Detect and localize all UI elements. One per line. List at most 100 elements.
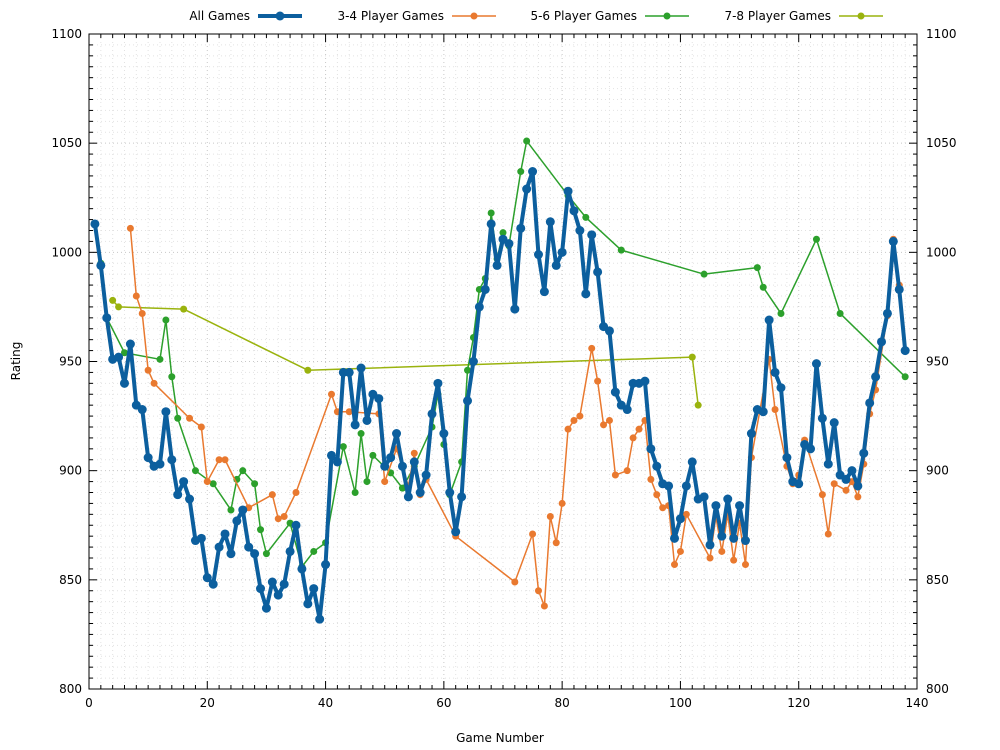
data-point xyxy=(528,167,538,177)
x-tick-label: 60 xyxy=(436,696,451,710)
data-point xyxy=(381,478,389,486)
series-group xyxy=(90,137,910,624)
data-point xyxy=(261,603,271,613)
data-point xyxy=(238,505,248,515)
data-point xyxy=(687,457,697,467)
data-point xyxy=(227,506,235,514)
data-point xyxy=(776,383,786,393)
data-point xyxy=(125,339,135,349)
data-point xyxy=(244,542,254,552)
x-axis-title: Game Number xyxy=(456,731,544,745)
data-point xyxy=(859,448,869,458)
data-point xyxy=(759,283,767,291)
data-point xyxy=(102,313,112,323)
legend-label: All Games xyxy=(189,9,250,23)
legend-item: 7-8 Player Games xyxy=(724,9,883,23)
y-tick-label-left: 850 xyxy=(59,573,82,587)
data-point xyxy=(576,412,584,420)
y-tick-label-right: 850 xyxy=(926,573,949,587)
data-point xyxy=(410,449,418,457)
data-point xyxy=(215,456,223,464)
x-tick-label: 80 xyxy=(555,696,570,710)
data-point xyxy=(622,405,632,415)
data-point xyxy=(403,492,413,502)
data-point xyxy=(681,481,691,491)
data-point xyxy=(529,530,537,538)
data-point xyxy=(617,246,625,254)
data-point xyxy=(811,359,821,369)
data-point xyxy=(646,444,656,454)
data-point xyxy=(214,542,224,552)
data-point xyxy=(209,480,217,488)
data-point xyxy=(794,479,804,489)
data-point xyxy=(570,416,578,424)
data-point xyxy=(321,560,331,570)
data-point xyxy=(611,471,619,479)
data-point xyxy=(746,429,756,439)
data-point xyxy=(315,614,325,624)
data-point xyxy=(647,475,655,483)
y-tick-label-right: 950 xyxy=(926,355,949,369)
data-point xyxy=(740,536,750,546)
data-point xyxy=(433,378,443,388)
data-point xyxy=(292,489,300,496)
data-point xyxy=(523,137,531,145)
y-axis-title: Rating xyxy=(9,342,23,381)
data-point xyxy=(386,453,396,463)
data-point xyxy=(168,373,176,381)
data-point xyxy=(339,443,347,451)
data-point xyxy=(836,309,844,317)
data-point xyxy=(901,373,909,381)
data-point xyxy=(486,219,496,229)
data-point xyxy=(487,209,495,217)
legend-label: 3-4 Player Games xyxy=(337,9,444,23)
data-point xyxy=(575,226,585,235)
data-point xyxy=(457,492,467,502)
data-point xyxy=(688,353,696,361)
data-point xyxy=(291,520,301,530)
data-point xyxy=(220,529,230,539)
data-point xyxy=(533,250,543,260)
data-point xyxy=(398,484,406,492)
data-point xyxy=(699,492,709,502)
data-point xyxy=(90,219,100,229)
data-point xyxy=(492,260,502,270)
data-point xyxy=(753,264,761,272)
data-point xyxy=(143,453,153,463)
data-point xyxy=(161,407,171,417)
legend-item: All Games xyxy=(189,9,302,23)
data-point xyxy=(659,504,667,512)
data-point xyxy=(735,501,745,511)
data-point xyxy=(730,556,738,564)
data-point xyxy=(516,223,526,233)
data-point xyxy=(208,579,218,589)
data-point xyxy=(558,499,566,507)
data-point xyxy=(853,481,863,491)
data-point xyxy=(232,516,242,526)
data-point xyxy=(132,292,140,300)
data-point xyxy=(682,510,690,518)
x-tick-label: 100 xyxy=(669,696,692,710)
legend-item: 5-6 Player Games xyxy=(530,9,689,23)
data-point xyxy=(557,247,567,257)
data-point xyxy=(304,366,312,374)
data-point xyxy=(162,316,170,324)
data-point xyxy=(310,547,318,555)
data-point xyxy=(174,414,182,422)
data-point xyxy=(345,408,353,416)
data-point xyxy=(705,540,715,550)
data-point xyxy=(652,461,662,471)
data-point xyxy=(605,416,613,424)
y-tick-label-left: 1100 xyxy=(51,27,82,41)
data-point xyxy=(451,527,461,537)
data-point xyxy=(180,305,188,313)
y-tick-label-left: 900 xyxy=(59,464,82,478)
data-point xyxy=(439,429,449,439)
data-point xyxy=(409,457,419,467)
data-point xyxy=(156,355,164,363)
legend-label: 5-6 Player Games xyxy=(530,9,637,23)
data-point xyxy=(894,284,904,294)
data-point xyxy=(137,405,147,415)
data-point xyxy=(326,450,336,460)
data-point xyxy=(119,378,129,388)
